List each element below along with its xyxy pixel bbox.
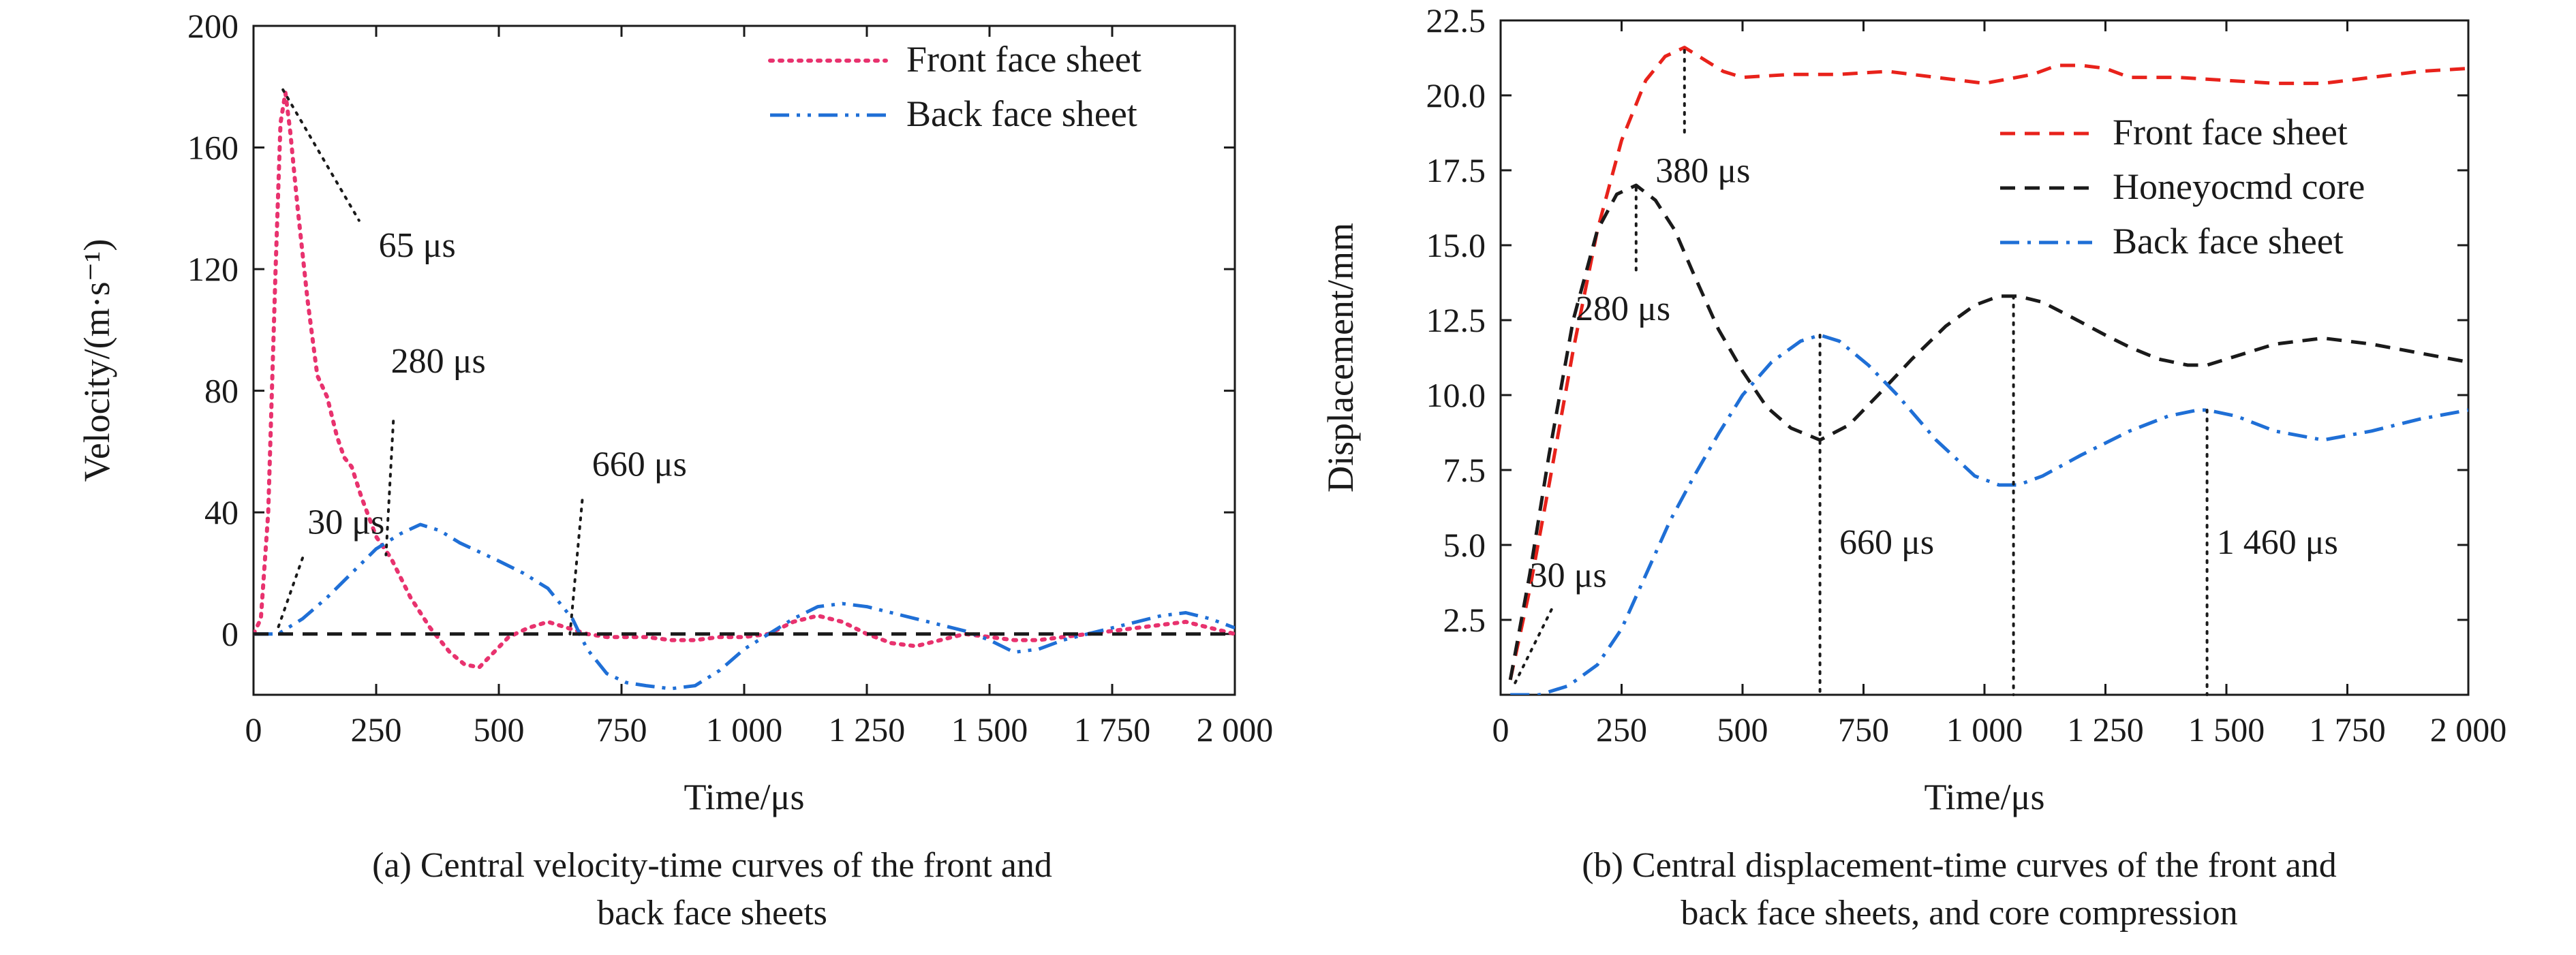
annotation-leader [277,557,304,629]
x-tick-label: 2 000 [1197,710,1274,749]
front-face-sheet-line [1508,46,2468,680]
annotation-label: 280 μs [1576,289,1670,328]
x-tick-label: 2 000 [2430,710,2507,749]
y-tick-label: 120 [187,250,239,288]
annotation-label: 1 460 μs [2217,523,2338,562]
annotation-leader [1514,604,1556,685]
y-tick-label: 200 [187,7,239,45]
x-tick-label: 1 500 [2188,710,2265,749]
y-axis-title: Velocity/(m·s⁻¹) [76,239,117,482]
caption-line: (b) Central displacement-time curves of … [1582,846,2337,885]
x-tick-label: 500 [474,710,525,749]
y-tick-label: 17.5 [1426,151,1486,189]
x-axis-title: Time/μs [1924,777,2044,817]
annotation-label: 660 μs [1839,523,1934,562]
velocity-chart: 0 250 500 750 1 000 1 250 1 500 1 750 2 000 0 40 80… [76,7,1273,933]
caption-line: (a) Central velocity-time curves of the … [372,846,1052,885]
x-tick-label: 500 [1717,710,1768,749]
x-tick-label: 0 [245,710,262,749]
x-tick-label: 1 000 [1946,710,2023,749]
x-tick-label: 250 [351,710,402,749]
y-axis-title: Displacement/mm [1320,223,1361,492]
y-tick-label: 22.5 [1426,1,1486,40]
annotation-label: 280 μs [391,342,486,381]
honeyocmd-core-line [1508,183,2468,680]
y-tick-label: 5.0 [1443,526,1486,564]
legend-label-back-face-sheet: Back face sheet [906,93,1137,134]
legend-label-front-face-sheet: Front face sheet [906,39,1141,80]
caption-line: back face sheets, and core compression [1681,894,2237,933]
annotation-label: 380 μs [1655,152,1750,191]
x-tick-label: 250 [1596,710,1647,749]
x-axis-title: Time/μs [684,777,804,817]
y-tick-label: 12.5 [1426,301,1486,339]
caption-line: back face sheets [597,894,827,933]
y-tick-label: 0 [221,615,239,653]
y-tick-label: 15.0 [1426,226,1486,264]
legend-label-front-face-sheet: Front face sheet [2113,112,2348,153]
y-tick-label: 40 [204,493,239,531]
annotation-label: 65 μs [379,226,456,265]
displacement-chart: 0 250 500 750 1 000 1 250 1 500 1 750 2 000 2.5 5.… [1320,1,2506,933]
annotation-leader [568,499,584,636]
annotation-label: 660 μs [592,445,687,484]
y-tick-label: 7.5 [1443,451,1486,489]
annotation-leader [281,88,361,222]
x-tick-label: 750 [596,710,647,749]
series-group [1508,46,2468,695]
annotation-leader [384,420,395,557]
x-tick-label: 0 [1492,710,1509,749]
x-tick-label: 1 750 [1074,710,1151,749]
y-tick-label: 20.0 [1426,76,1486,114]
annotation-label: 30 μs [1530,557,1607,595]
x-tick-label: 1 250 [829,710,906,749]
y-tick-label: 2.5 [1443,601,1486,639]
y-tick-label: 10.0 [1426,376,1486,414]
x-tick-label: 750 [1838,710,1889,749]
back-face-sheet-line [1510,333,2468,695]
legend-label-back-face-sheet: Back face sheet [2113,221,2344,262]
x-tick-label: 1 500 [951,710,1028,749]
y-tick-label: 80 [204,372,239,410]
legend-label-honeyocmd-core: Honeyocmd core [2113,166,2365,207]
x-tick-label: 1 750 [2309,710,2386,749]
y-tick-label: 160 [187,129,239,167]
x-tick-label: 1 000 [706,710,783,749]
annotation-label: 30 μs [307,503,384,542]
x-tick-label: 1 250 [2067,710,2144,749]
series-group [254,91,1235,691]
back-face-sheet-line [254,522,1235,691]
